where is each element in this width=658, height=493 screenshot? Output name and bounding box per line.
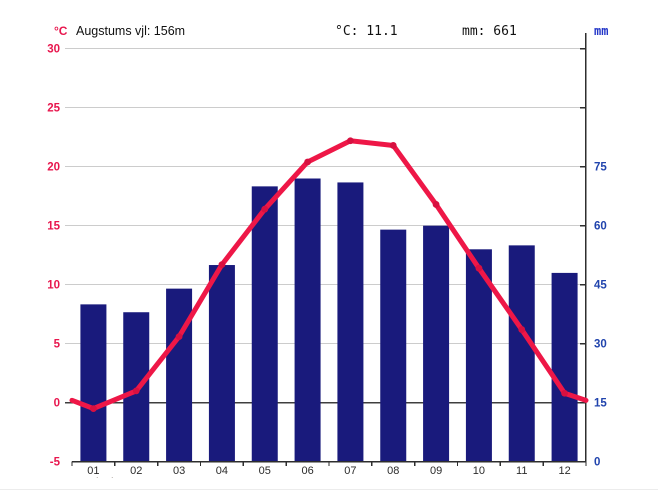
precipitation-bar xyxy=(508,245,535,462)
right-axis-label: 0 xyxy=(594,457,600,469)
precipitation-bar xyxy=(423,225,450,462)
temperature-point xyxy=(304,158,311,166)
left-axis-unit-label: °C xyxy=(54,24,68,38)
left-axis-label: -5 xyxy=(50,457,61,469)
left-axis-label: 30 xyxy=(47,44,60,56)
temperature-point xyxy=(389,142,397,149)
left-axis-label: 5 xyxy=(54,339,61,351)
right-axis-unit-label: mm xyxy=(594,24,609,38)
bottom-hairline xyxy=(0,489,658,490)
temperature-point xyxy=(90,405,97,412)
temperature-point xyxy=(261,205,269,213)
month-label: 10 xyxy=(473,465,485,477)
month-label: 08 xyxy=(387,465,399,477)
temperature-point xyxy=(561,389,568,397)
left-axis-label: 10 xyxy=(47,280,60,292)
avg-temperature-label: °C: 11.1 xyxy=(335,24,398,39)
total-precipitation-label: mm: 661 xyxy=(462,24,517,39)
left-axis-label: 20 xyxy=(47,162,60,174)
temperature-point xyxy=(518,326,526,333)
temperature-line xyxy=(69,138,589,412)
month-label: 01 xyxy=(87,465,99,477)
temperature-point xyxy=(175,333,183,341)
precipitation-bar xyxy=(380,229,407,462)
month-label: 07 xyxy=(344,465,356,477)
temperature-point xyxy=(132,387,140,395)
precipitation-bar xyxy=(166,288,193,462)
temperature-point xyxy=(432,201,440,208)
month-label: 12 xyxy=(558,465,570,477)
month-label: 05 xyxy=(259,465,271,477)
precipitation-bar xyxy=(80,304,107,462)
right-axis-label: 15 xyxy=(594,398,607,410)
month-label: 03 xyxy=(173,465,185,477)
precipitation-bar xyxy=(251,186,278,462)
temperature-point xyxy=(218,261,226,269)
right-axis-label: 75 xyxy=(594,162,607,174)
month-label: 11 xyxy=(516,465,527,477)
left-axis-label: 15 xyxy=(47,221,60,233)
left-axis-label: 25 xyxy=(47,103,60,115)
month-label: 04 xyxy=(216,465,228,477)
temperature-point xyxy=(347,137,354,145)
watermark-dots: . . xyxy=(96,470,119,480)
right-axis-label: 45 xyxy=(594,280,607,292)
temperature-point xyxy=(475,264,483,272)
right-axis-label: 60 xyxy=(594,221,607,233)
month-label: 02 xyxy=(130,465,142,477)
left-axis-label: 0 xyxy=(54,398,60,410)
month-label: 09 xyxy=(430,465,442,477)
chart-title-altitude: Augstums vjl: 156m xyxy=(76,24,186,38)
right-axis-label: 30 xyxy=(594,339,607,351)
precipitation-bar xyxy=(337,182,364,462)
precipitation-bar xyxy=(208,265,235,462)
month-label: 06 xyxy=(301,465,313,477)
precipitation-bar xyxy=(551,272,578,462)
precipitation-bar xyxy=(294,178,321,462)
